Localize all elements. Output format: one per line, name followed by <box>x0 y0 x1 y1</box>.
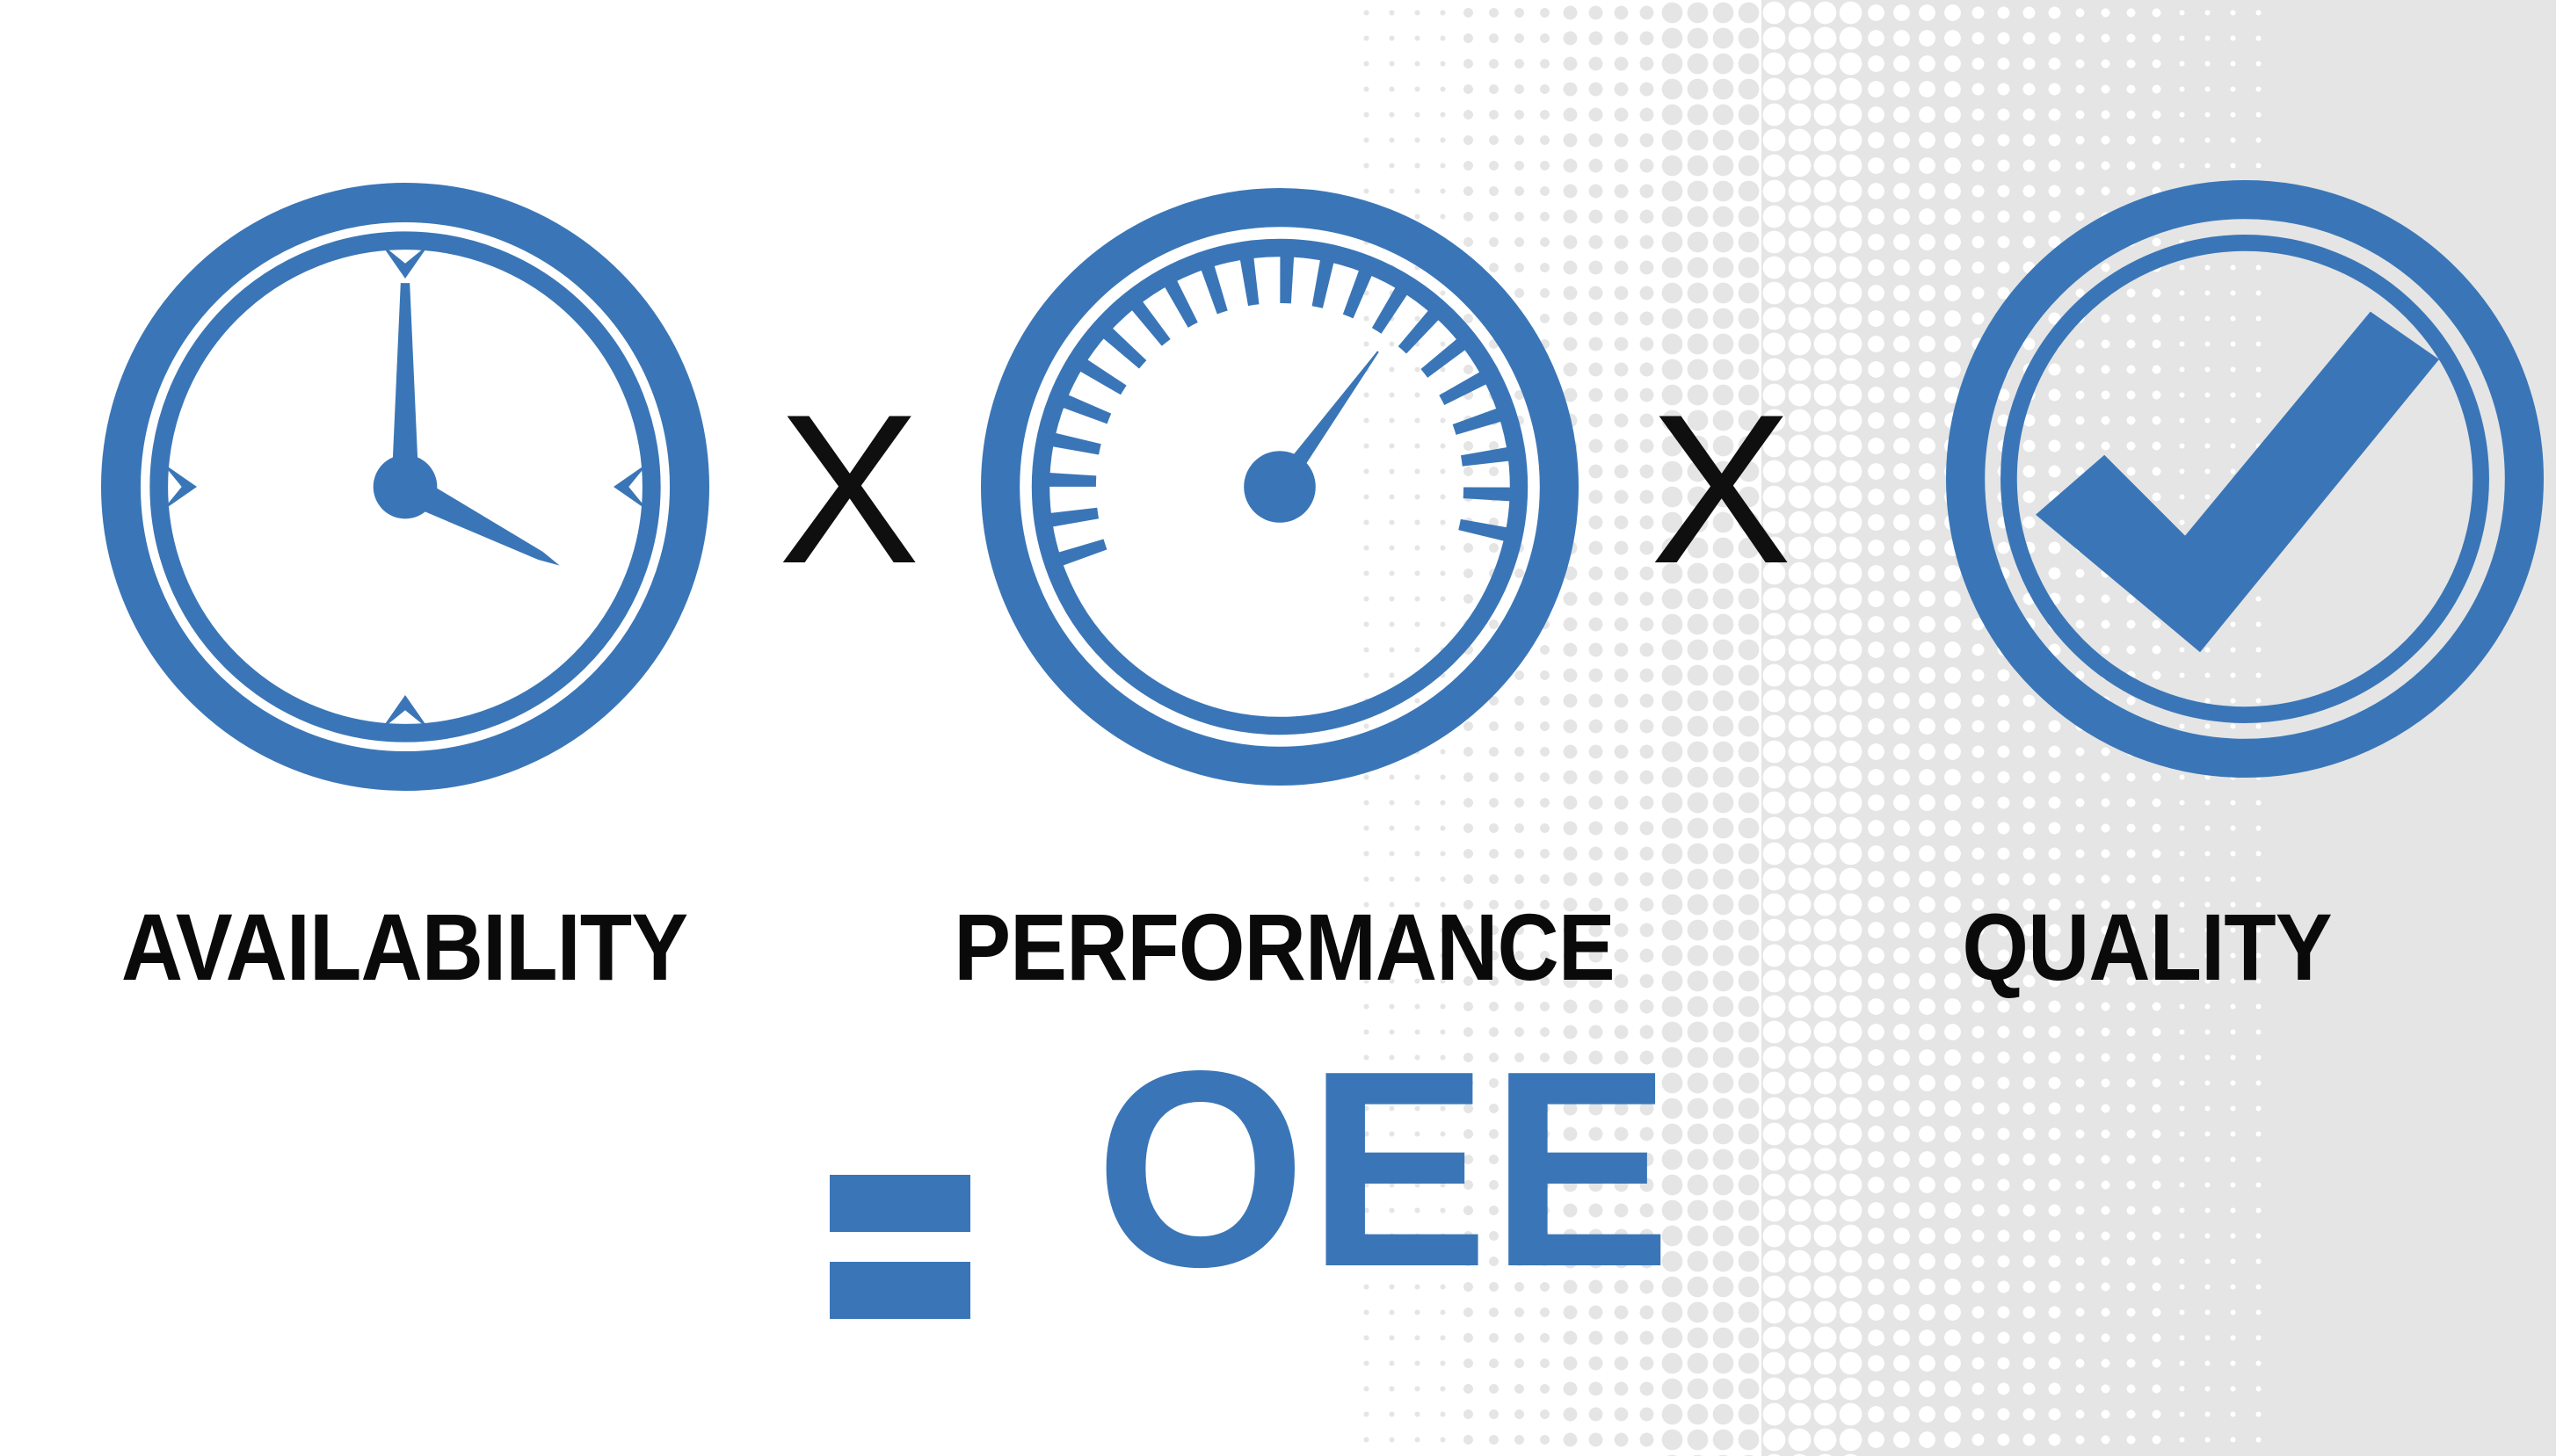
check-outer-ring <box>1946 180 2544 778</box>
oee-result: OEE <box>1095 1013 1674 1325</box>
equals-bar-top <box>830 1175 970 1232</box>
check-circle-icon <box>1946 180 2544 778</box>
halftone-strip <box>1456 0 1558 1456</box>
clock-center-dot <box>373 454 438 519</box>
factor-label-quality: QUALITY <box>1962 893 2332 1000</box>
multiply-sign: X <box>1650 371 1792 608</box>
gauge-icon <box>981 188 1579 786</box>
clock-hour-markers <box>162 243 649 730</box>
multiply-sign: X <box>778 371 920 608</box>
halftone-strip <box>1558 0 1659 1456</box>
gauge-center-dot <box>1244 451 1316 523</box>
clock-icon <box>101 183 709 791</box>
halftone-strip <box>1761 0 1863 1456</box>
factor-label-availability: AVAILABILITY <box>120 893 688 1000</box>
checkmark <box>2036 311 2439 653</box>
clock-inner-ring <box>149 231 661 742</box>
clock-outer-ring <box>101 183 709 791</box>
clock-minute-hand <box>391 283 419 487</box>
equals-sign <box>830 1175 970 1319</box>
factor-label-performance: PERFORMANCE <box>954 893 1615 1000</box>
halftone-strip <box>1965 0 2067 1456</box>
check-inner-ring <box>2001 235 2489 723</box>
equals-bar-bottom <box>830 1262 970 1319</box>
halftone-strip <box>1863 0 1965 1456</box>
halftone-strip <box>1659 0 1761 1456</box>
gauge-inner-ring <box>1031 238 1529 735</box>
clock-hour-hand <box>398 473 560 566</box>
gauge-outer-ring <box>981 188 1579 786</box>
